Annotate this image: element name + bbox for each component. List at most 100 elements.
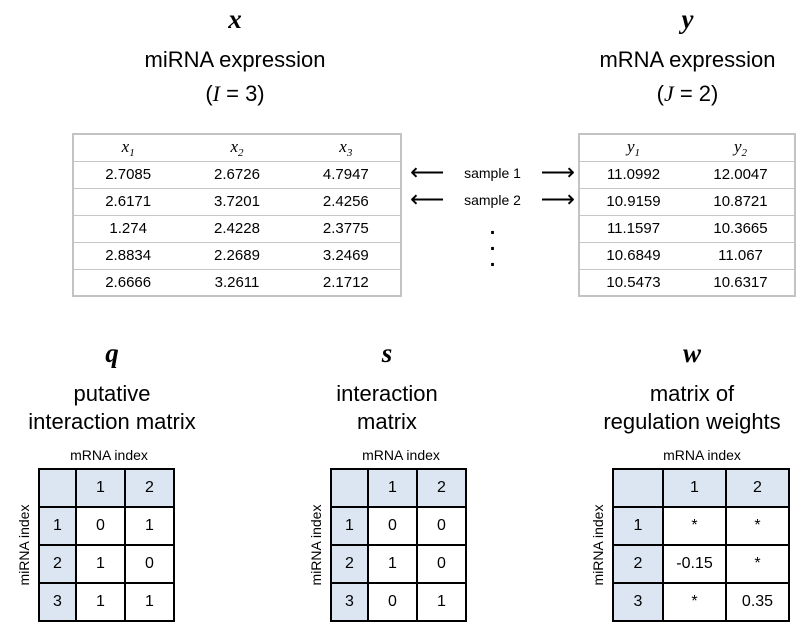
table-row: 10.6849 11.067 xyxy=(579,241,795,269)
column-header-x1: x1 xyxy=(73,134,183,161)
dot: . xyxy=(489,233,496,255)
matrix-cell: * xyxy=(725,506,790,546)
cell: 10.6317 xyxy=(687,268,795,296)
matrix-row: 2 1 0 xyxy=(38,544,175,584)
matrix-cell: 1 xyxy=(367,544,418,584)
dimension-value: = 3) xyxy=(220,81,265,106)
cell: 2.8834 xyxy=(73,241,183,269)
cell: 2.7085 xyxy=(73,160,183,188)
row-header: 1 xyxy=(38,506,77,546)
variable-subscript: 2 xyxy=(741,146,748,159)
matrix-row: 3 * 0.35 xyxy=(612,582,790,622)
matrix-cell: 1 xyxy=(124,506,175,546)
cell: 2.3775 xyxy=(291,214,401,242)
dimension-variable: J xyxy=(663,81,674,106)
paren-open: ( xyxy=(205,81,213,106)
matrix-cell: * xyxy=(662,582,727,622)
matrix-cell: 1 xyxy=(75,544,126,584)
matrix-header-row: 1 2 xyxy=(612,468,790,508)
row-header: 2 xyxy=(612,544,664,584)
right-arrow-icon: ⟶ xyxy=(540,186,575,213)
table-row: 1.274 2.4228 2.3775 xyxy=(73,214,401,242)
s-col-axis-label: mRNA index xyxy=(362,447,440,463)
col-header: 1 xyxy=(662,468,727,508)
cell: 10.6849 xyxy=(579,241,687,269)
row-header: 2 xyxy=(38,544,77,584)
col-header: 1 xyxy=(367,468,418,508)
dimension-variable: I xyxy=(212,81,220,106)
mrna-symbol: y xyxy=(681,4,694,34)
cell: 10.5473 xyxy=(579,268,687,296)
matrix-cell: 1 xyxy=(416,582,467,622)
matrix-row: 1 0 1 xyxy=(38,506,175,546)
w-row-axis-label: miRNA index xyxy=(590,504,606,586)
row-header: 3 xyxy=(330,582,369,622)
left-arrow-icon: ⟵ xyxy=(410,186,445,213)
cell: 10.9159 xyxy=(579,187,687,215)
w-symbol: w xyxy=(682,338,701,368)
variable-name: x xyxy=(121,136,130,156)
dot: . xyxy=(489,217,496,239)
matrix-cell: -0.15 xyxy=(662,544,727,584)
matrix-row: 2 1 0 xyxy=(330,544,467,584)
col-header: 2 xyxy=(725,468,790,508)
q-title: putative interaction matrix xyxy=(0,380,224,436)
q-matrix: 1 2 1 0 1 2 1 0 3 1 1 xyxy=(38,468,175,622)
w-matrix: 1 2 1 * * 2 -0.15 * 3 * 0.35 xyxy=(612,468,790,622)
matrix-cell: 0 xyxy=(367,582,418,622)
table-row: 2.6171 3.7201 2.4256 xyxy=(73,187,401,215)
table-row: 11.0992 12.0047 xyxy=(579,160,795,188)
cell: 2.6171 xyxy=(73,187,183,215)
cell: 10.3665 xyxy=(687,214,795,242)
cell: 11.067 xyxy=(687,241,795,269)
col-header: 1 xyxy=(75,468,126,508)
matrix-row: 3 0 1 xyxy=(330,582,467,622)
table-row: 11.1597 10.3665 xyxy=(579,214,795,242)
variable-subscript: 3 xyxy=(346,146,353,159)
matrix-cell: 0 xyxy=(124,544,175,584)
column-header-x2: x2 xyxy=(182,134,292,161)
col-header: 2 xyxy=(416,468,467,508)
cell: 11.1597 xyxy=(579,214,687,242)
sample-1-row: ⟵ sample 1 ⟶ xyxy=(410,160,575,186)
q-col-axis-label: mRNA index xyxy=(70,447,148,463)
s-matrix: 1 2 1 0 0 2 1 0 3 0 1 xyxy=(330,468,467,622)
right-arrow-icon: ⟶ xyxy=(540,159,575,186)
cell: 3.2469 xyxy=(291,241,401,269)
row-header: 1 xyxy=(330,506,369,546)
left-arrow-icon: ⟵ xyxy=(410,159,445,186)
mrna-expression-table: y1 y2 11.0992 12.0047 10.9159 10.8721 11… xyxy=(578,133,796,297)
mrna-dimension: (J = 2) xyxy=(570,80,805,108)
cell: 2.1712 xyxy=(291,268,401,296)
q-symbol: q xyxy=(105,338,119,368)
dot: . xyxy=(489,249,496,271)
matrix-header-row: 1 2 xyxy=(38,468,175,508)
q-row-axis-label: miRNA index xyxy=(16,504,32,586)
mrna-title: mRNA expression xyxy=(599,47,776,72)
s-title-line1: interaction xyxy=(336,381,438,406)
column-header-x3: x3 xyxy=(291,134,401,161)
matrix-cell: 0 xyxy=(367,506,418,546)
cell: 12.0047 xyxy=(687,160,795,188)
q-title-line1: putative xyxy=(73,381,151,406)
row-header: 1 xyxy=(612,506,664,546)
row-header: 3 xyxy=(38,582,77,622)
cell: 3.7201 xyxy=(182,187,292,215)
cell: 4.7947 xyxy=(291,160,401,188)
matrix-row: 1 0 0 xyxy=(330,506,467,546)
s-title-line2: matrix xyxy=(357,409,417,434)
table-row: 2.6666 3.2611 2.1712 xyxy=(73,268,401,296)
variable-subscript: 1 xyxy=(129,146,135,159)
matrix-row: 3 1 1 xyxy=(38,582,175,622)
table-row: 10.5473 10.6317 xyxy=(579,268,795,296)
col-header: 2 xyxy=(124,468,175,508)
sample-2-label: sample 2 xyxy=(464,192,521,208)
mirna-title: miRNA expression xyxy=(144,47,326,72)
row-header: 3 xyxy=(612,582,664,622)
corner-cell xyxy=(38,468,77,508)
matrix-cell: 1 xyxy=(124,582,175,622)
column-header-y1: y1 xyxy=(579,134,687,161)
paren-open: ( xyxy=(656,81,664,106)
table-row: 2.7085 2.6726 4.7947 xyxy=(73,160,401,188)
